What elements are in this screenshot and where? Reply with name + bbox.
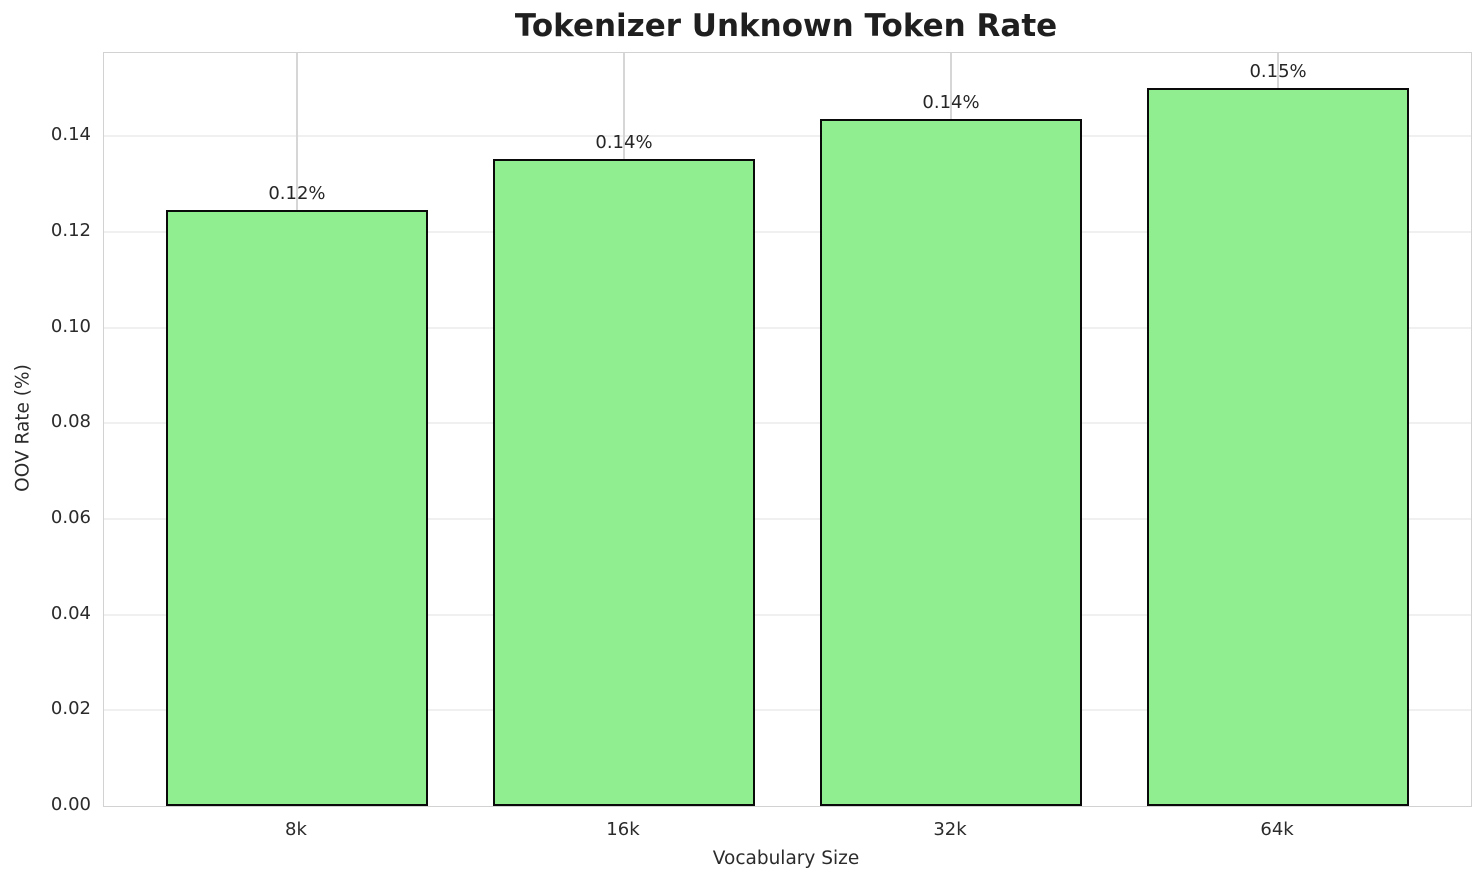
- x-axis-label: Vocabulary Size: [712, 848, 860, 869]
- bar-64k: [1147, 88, 1409, 806]
- bar-value-label: 0.12%: [268, 183, 326, 205]
- x-tick-label-8k: 8k: [284, 819, 307, 840]
- h-gridline: [104, 709, 1471, 712]
- x-tick-label-64k: 64k: [1260, 819, 1294, 840]
- y-tick-label: 0.14: [50, 124, 91, 146]
- y-tick-label: 0.12: [50, 219, 91, 241]
- bar-32k: [820, 119, 1082, 806]
- h-gridline: [104, 517, 1471, 520]
- bar-8k: [166, 210, 428, 806]
- h-gridline: [104, 613, 1471, 616]
- y-tick-label: 0.06: [50, 506, 91, 528]
- bar-16k: [493, 159, 755, 806]
- y-tick-label: 0.00: [50, 794, 91, 815]
- plot-area: 0.12% 0.14% 0.14% 0.15%: [103, 52, 1472, 807]
- x-tick-label-32k: 32k: [933, 819, 967, 840]
- x-tick-label-16k: 16k: [606, 819, 640, 840]
- h-gridline: [104, 230, 1471, 233]
- bar-value-label: 0.15%: [1249, 61, 1307, 83]
- chart-title: Tokenizer Unknown Token Rate: [514, 8, 1058, 44]
- bar-value-label: 0.14%: [595, 132, 653, 154]
- y-tick-label: 0.04: [50, 602, 91, 624]
- h-gridline: [104, 422, 1471, 425]
- h-gridline: [104, 326, 1471, 329]
- bar-value-label: 0.14%: [922, 92, 980, 114]
- y-axis-label: OOV Rate (%): [12, 364, 34, 492]
- h-gridline: [104, 135, 1471, 138]
- y-tick-label: 0.10: [50, 315, 91, 337]
- y-tick-label: 0.02: [50, 698, 91, 720]
- y-tick-label: 0.08: [50, 411, 91, 433]
